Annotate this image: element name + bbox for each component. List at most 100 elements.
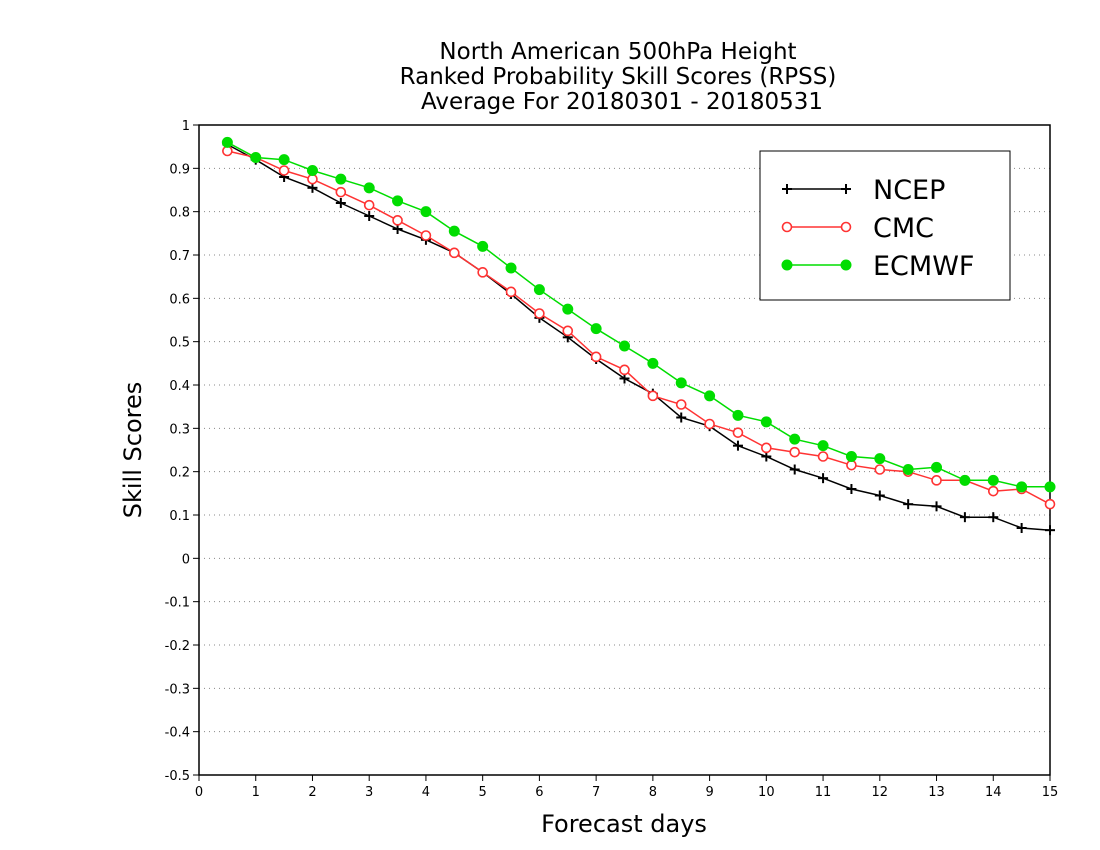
data-point-cmc xyxy=(987,485,999,497)
data-point-ecmwf xyxy=(619,340,630,352)
data-point-ecmwf xyxy=(477,240,489,252)
data-point-cmc xyxy=(562,325,574,337)
data-point-cmc xyxy=(846,459,857,471)
x-tick-label: 7 xyxy=(592,785,600,800)
data-point-ecmwf xyxy=(789,433,801,445)
plot-frame xyxy=(198,124,1051,776)
data-point-cmc xyxy=(505,286,517,298)
data-point-cmc xyxy=(307,173,318,185)
y-tick-label: 0.6 xyxy=(169,292,190,307)
legend-entry-ncep: NCEP xyxy=(782,175,945,206)
data-point-cmc xyxy=(278,165,290,176)
x-tick-label: 12 xyxy=(872,785,889,800)
data-point-ecmwf xyxy=(562,303,574,315)
y-tick-label: -0.4 xyxy=(165,726,190,741)
data-point-ecmwf xyxy=(704,390,716,402)
data-point-ncep xyxy=(846,484,857,494)
legend-box xyxy=(759,150,1011,301)
data-point-cmc xyxy=(420,230,432,241)
title-line-1: North American 500hPa Height xyxy=(439,39,796,65)
data-point-cmc xyxy=(732,427,744,438)
y-axis-label: Skill Scores xyxy=(119,382,147,519)
y-tick-label: 1 xyxy=(182,119,190,134)
legend-label: CMC xyxy=(873,213,934,244)
data-point-cmc xyxy=(761,442,772,454)
data-point-ecmwf xyxy=(874,453,886,465)
y-tick-label: 0.5 xyxy=(169,336,190,351)
data-point-cmc xyxy=(477,267,488,278)
data-point-ecmwf xyxy=(959,474,971,486)
data-point-cmc xyxy=(789,446,801,458)
data-point-ecmwf xyxy=(392,195,404,207)
data-point-ecmwf xyxy=(931,461,943,473)
chart-title: North American 500hPa Height Ranked Prob… xyxy=(400,39,837,115)
x-tick-label: 2 xyxy=(308,785,316,800)
legend-marker xyxy=(781,259,793,271)
data-point-ecmwf xyxy=(987,474,999,486)
data-point-cmc xyxy=(222,145,233,157)
data-point-cmc xyxy=(392,215,403,226)
x-tick-label: 14 xyxy=(985,785,1002,800)
data-point-ecmwf xyxy=(817,440,829,452)
data-point-cmc xyxy=(817,451,829,462)
data-point-cmc xyxy=(647,390,659,402)
y-tick-label: 0.8 xyxy=(169,206,190,221)
data-point-cmc xyxy=(1044,498,1056,510)
data-point-ncep xyxy=(676,412,687,423)
data-point-ecmwf xyxy=(675,377,687,389)
data-point-ncep xyxy=(335,198,346,208)
data-point-ncep xyxy=(903,499,914,510)
data-point-ncep xyxy=(874,490,885,501)
data-point-ncep xyxy=(392,224,403,234)
legend-entry-cmc: CMC xyxy=(781,213,934,244)
data-point-cmc xyxy=(590,351,602,363)
data-series xyxy=(221,136,1056,536)
y-tick-label: 0.9 xyxy=(169,162,190,177)
data-point-cmc xyxy=(931,475,942,486)
legend-marker xyxy=(781,221,793,233)
legend-entry-ecmwf: ECMWF xyxy=(781,251,974,282)
y-tick-label: 0.2 xyxy=(169,466,190,481)
x-tick-label: 8 xyxy=(649,785,657,800)
data-point-ecmwf xyxy=(590,323,602,335)
y-tick-label: 0.4 xyxy=(169,379,190,394)
data-point-cmc xyxy=(335,186,347,198)
data-point-ncep xyxy=(1045,525,1055,536)
y-tick-label: -0.3 xyxy=(165,682,190,697)
x-tick-label: 0 xyxy=(195,785,203,800)
data-point-cmc xyxy=(534,308,545,319)
data-point-ncep xyxy=(988,512,999,523)
y-tick-label: 0 xyxy=(182,552,190,567)
y-tick-label: -0.1 xyxy=(165,596,190,611)
data-point-ncep xyxy=(732,440,743,451)
x-tick-label: 6 xyxy=(535,785,543,800)
x-tick-label: 4 xyxy=(422,785,430,800)
legend-label: NCEP xyxy=(873,175,945,206)
data-point-ncep xyxy=(959,512,970,523)
data-point-ncep xyxy=(1016,523,1027,533)
y-tick-label: 0.7 xyxy=(169,249,190,264)
x-tick-label: 10 xyxy=(758,785,775,800)
data-point-ncep xyxy=(364,211,375,221)
axes: 1 0.9 0.8 0.7 0.6 0.5 0.4 0.3 0.2 0.1 0 -0.1 -0.2 -0.… xyxy=(165,119,1059,800)
data-point-ncep xyxy=(818,473,829,484)
data-point-cmc xyxy=(448,247,460,259)
data-point-ecmwf xyxy=(845,451,857,462)
data-point-ecmwf xyxy=(221,136,233,148)
y-tick-label: 0.1 xyxy=(169,509,190,524)
data-point-ecmwf xyxy=(505,262,517,274)
data-point-ncep xyxy=(307,182,318,193)
data-point-ecmwf xyxy=(533,284,545,296)
data-point-cmc xyxy=(704,418,715,430)
data-point-ecmwf xyxy=(1044,481,1056,493)
title-line-3: Average For 20180301 - 20180531 xyxy=(421,89,823,115)
legend: NCEP CMC ECMWF xyxy=(759,150,1011,301)
data-point-ncep xyxy=(619,373,630,384)
data-point-cmc xyxy=(874,464,886,475)
x-tick-label: 11 xyxy=(815,785,832,800)
data-point-ecmwf xyxy=(1016,481,1028,493)
title-line-2: Ranked Probability Skill Scores (RPSS) xyxy=(400,64,837,90)
data-point-cmc xyxy=(363,199,375,211)
x-tick-label: 13 xyxy=(928,785,945,800)
